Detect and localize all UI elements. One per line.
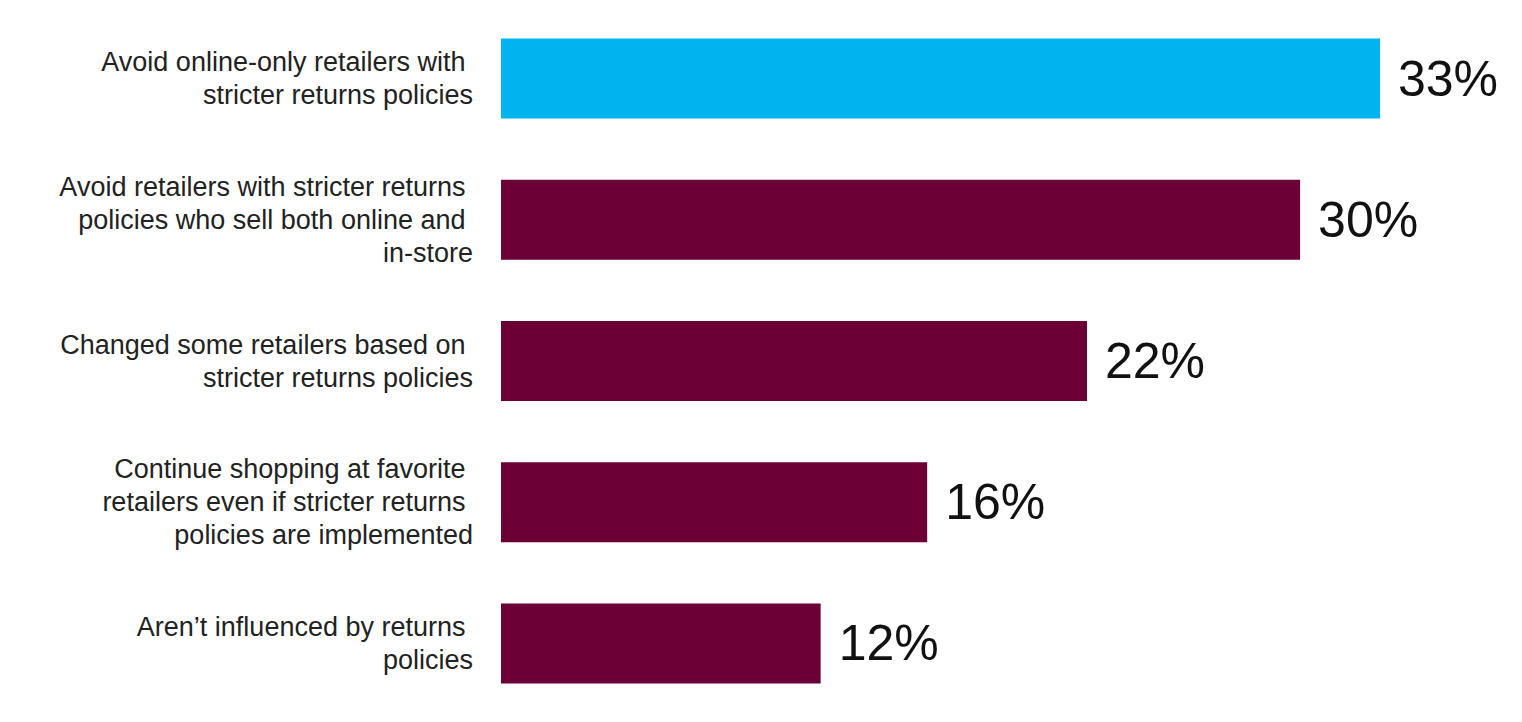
- svg-text:policies: policies: [383, 645, 473, 675]
- svg-text:Continue shopping at favorite: Continue shopping at favorite: [114, 454, 473, 484]
- svg-text:22%: 22%: [1105, 333, 1205, 389]
- svg-text:policies are implemented: policies are implemented: [174, 520, 473, 550]
- svg-text:retailers even if stricter ret: retailers even if stricter returns: [102, 487, 473, 517]
- svg-text:stricter returns policies: stricter returns policies: [203, 80, 473, 110]
- svg-text:Changed some retailers based o: Changed some retailers based on: [60, 330, 473, 360]
- svg-text:16%: 16%: [945, 474, 1045, 530]
- svg-text:30%: 30%: [1318, 192, 1418, 248]
- svg-text:stricter returns policies: stricter returns policies: [203, 363, 473, 393]
- svg-text:in-store: in-store: [383, 238, 473, 268]
- svg-text:33%: 33%: [1398, 51, 1498, 107]
- svg-text:Aren’t influenced by returns: Aren’t influenced by returns: [137, 612, 473, 642]
- svg-text:Avoid retailers with stricter: Avoid retailers with stricter returns: [59, 172, 473, 202]
- svg-text:12%: 12%: [839, 615, 939, 671]
- svg-text:Avoid online-only retailers wi: Avoid online-only retailers with: [101, 47, 473, 77]
- svg-text:policies who sell both online: policies who sell both online and: [78, 205, 473, 235]
